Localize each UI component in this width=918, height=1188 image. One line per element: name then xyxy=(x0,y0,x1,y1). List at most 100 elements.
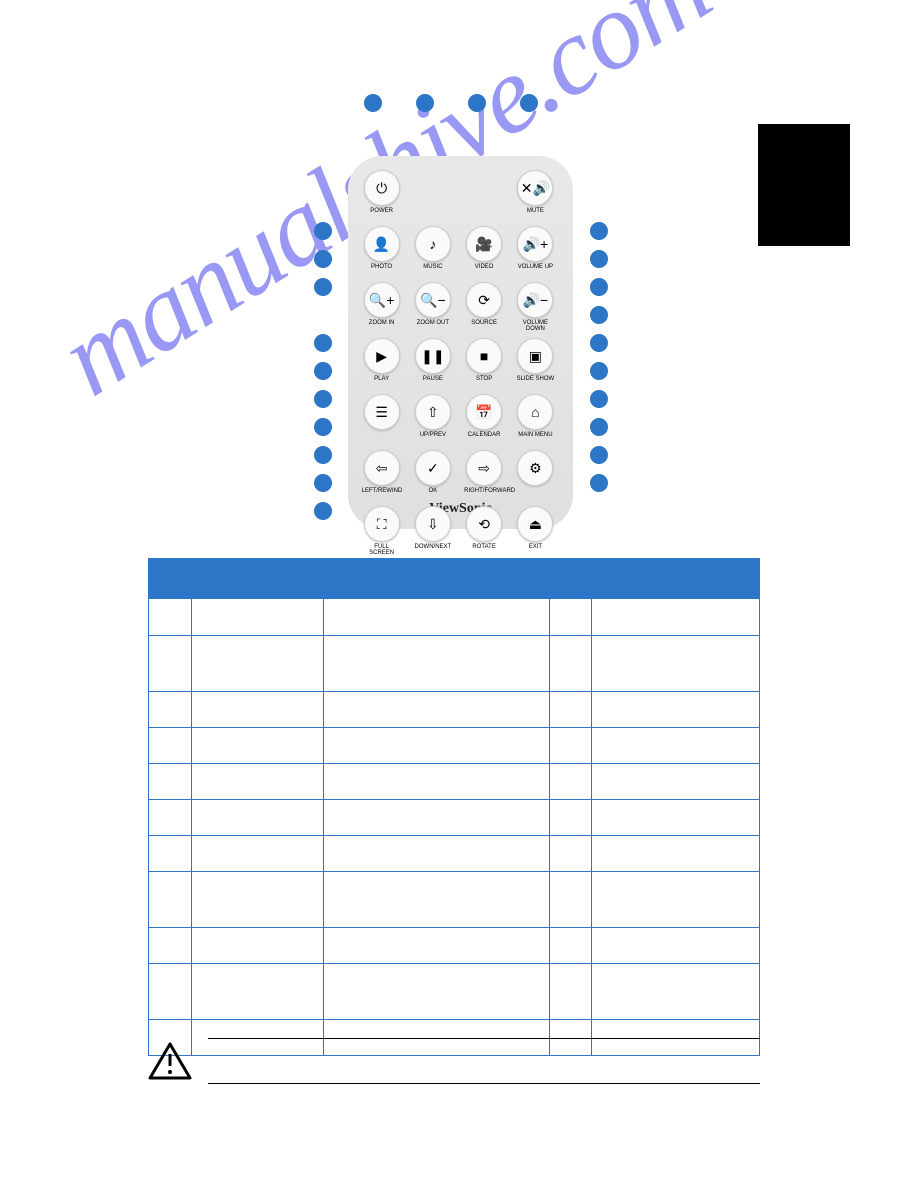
callout-dot xyxy=(590,446,608,464)
callout-dot xyxy=(590,418,608,436)
remote-button-slot: 🎥VIDEO xyxy=(466,226,506,262)
table-cell xyxy=(149,799,191,835)
table-body xyxy=(149,599,759,1055)
remote-button-slot: ☰ xyxy=(364,394,404,430)
callout-dot xyxy=(314,250,332,268)
callout-dot xyxy=(590,362,608,380)
table-cell xyxy=(591,871,759,927)
callout-dot xyxy=(590,474,608,492)
callout-dot xyxy=(314,418,332,436)
table-cell xyxy=(191,763,323,799)
table-cell xyxy=(149,691,191,727)
remote-button-slot: ✓OK xyxy=(415,450,455,486)
remote-button-slot: ⇧UP/PREV xyxy=(415,394,455,430)
table-cell xyxy=(149,963,191,1019)
table-cell xyxy=(323,727,549,763)
remote-button-slot: 📅CALENDAR xyxy=(466,394,506,430)
main-menu-button: ⌂ xyxy=(517,394,553,430)
ok-button: ✓ xyxy=(415,450,451,486)
callout-dot xyxy=(314,334,332,352)
table-cell xyxy=(149,763,191,799)
remote-button-slot: ▣SLIDE SHOW xyxy=(517,338,557,374)
table-cell xyxy=(323,871,549,927)
up-prev-button: ⇧ xyxy=(415,394,451,430)
settings-button: ⚙ xyxy=(517,450,553,486)
callout-dot xyxy=(314,390,332,408)
zoom-in-button: 🔍+ xyxy=(364,282,400,318)
remote-row: 👤PHOTO♪MUSIC🎥VIDEO🔊+VOLUME UP xyxy=(348,226,573,262)
play-button: ▶ xyxy=(364,338,400,374)
table-row xyxy=(149,635,759,691)
remote-button-slot xyxy=(415,170,455,206)
table-cell xyxy=(591,835,759,871)
table-cell xyxy=(149,927,191,963)
table-cell xyxy=(191,871,323,927)
table-cell xyxy=(149,635,191,691)
remote-button-slot: ⏏EXIT xyxy=(517,506,557,542)
remote-row: ⏻POWER✕🔊MUTE xyxy=(348,170,573,206)
table-cell xyxy=(191,691,323,727)
remote-button-slot: ⇨RIGHT/FORWARD xyxy=(466,450,506,486)
remote-row: ⛶FULL SCREEN⇩DOWN/NEXT⟲ROTATE⏏EXIT xyxy=(348,506,573,542)
table-cell xyxy=(591,799,759,835)
full-screen-button: ⛶ xyxy=(364,506,400,542)
table-row xyxy=(149,599,759,635)
remote-button-slot: 🔊+VOLUME UP xyxy=(517,226,557,262)
pause-label: PAUSE xyxy=(413,376,453,382)
remote-button-slot: ■STOP xyxy=(466,338,506,374)
stop-label: STOP xyxy=(464,376,504,382)
callout-dot xyxy=(314,222,332,240)
remote-button-slot: ✕🔊MUTE xyxy=(517,170,557,206)
callout-dot xyxy=(314,474,332,492)
table-cell xyxy=(323,691,549,727)
table-cell xyxy=(323,635,549,691)
table-row xyxy=(149,763,759,799)
music-button: ♪ xyxy=(415,226,451,262)
table-row xyxy=(149,727,759,763)
table-cell xyxy=(591,727,759,763)
table-row xyxy=(149,963,759,1019)
slide-show-label: SLIDE SHOW xyxy=(515,376,555,382)
remote-button-slot: 🔍−ZOOM OUT xyxy=(415,282,455,318)
spec-table xyxy=(148,558,760,1056)
table-cell xyxy=(591,635,759,691)
table-cell xyxy=(149,835,191,871)
table-cell xyxy=(149,727,191,763)
table-cell xyxy=(591,927,759,963)
table-row xyxy=(149,927,759,963)
table-cell xyxy=(323,963,549,1019)
callout-dot xyxy=(468,94,486,112)
remote-button-slot: ⚙ xyxy=(517,450,557,486)
main-menu-label: MAIN MENU xyxy=(515,432,555,438)
video-label: VIDEO xyxy=(464,264,504,270)
warning-line-1 xyxy=(208,1038,760,1039)
table-cell xyxy=(323,599,549,635)
callout-dot xyxy=(590,278,608,296)
remote-body: ViewSonic ⏻POWER✕🔊MUTE👤PHOTO♪MUSIC🎥VIDEO… xyxy=(348,156,573,529)
volume-up-button: 🔊+ xyxy=(517,226,553,262)
warning-note xyxy=(148,1038,760,1084)
remote-button-slot: ⇩DOWN/NEXT xyxy=(415,506,455,542)
table-cell xyxy=(323,799,549,835)
table-cell xyxy=(323,927,549,963)
remote-button-slot: ⟳SOURCE xyxy=(466,282,506,318)
remote-button-slot: ⌂MAIN MENU xyxy=(517,394,557,430)
volume-down-button: 🔊− xyxy=(517,282,553,318)
callout-dot xyxy=(590,390,608,408)
calendar-label: CALENDAR xyxy=(464,432,504,438)
zoom-in-label: ZOOM IN xyxy=(362,320,402,326)
calendar-button: 📅 xyxy=(466,394,502,430)
table-cell xyxy=(323,763,549,799)
table-cell xyxy=(191,963,323,1019)
callout-dot xyxy=(416,94,434,112)
table-cell xyxy=(191,799,323,835)
table-cell xyxy=(549,799,591,835)
caution-icon xyxy=(148,1042,192,1080)
callout-dot xyxy=(314,278,332,296)
slide-show-button: ▣ xyxy=(517,338,553,374)
table-cell xyxy=(591,599,759,635)
table-cell xyxy=(591,691,759,727)
remote-button-slot: 🔍+ZOOM IN xyxy=(364,282,404,318)
pause-button: ❚❚ xyxy=(415,338,451,374)
table-cell xyxy=(549,599,591,635)
